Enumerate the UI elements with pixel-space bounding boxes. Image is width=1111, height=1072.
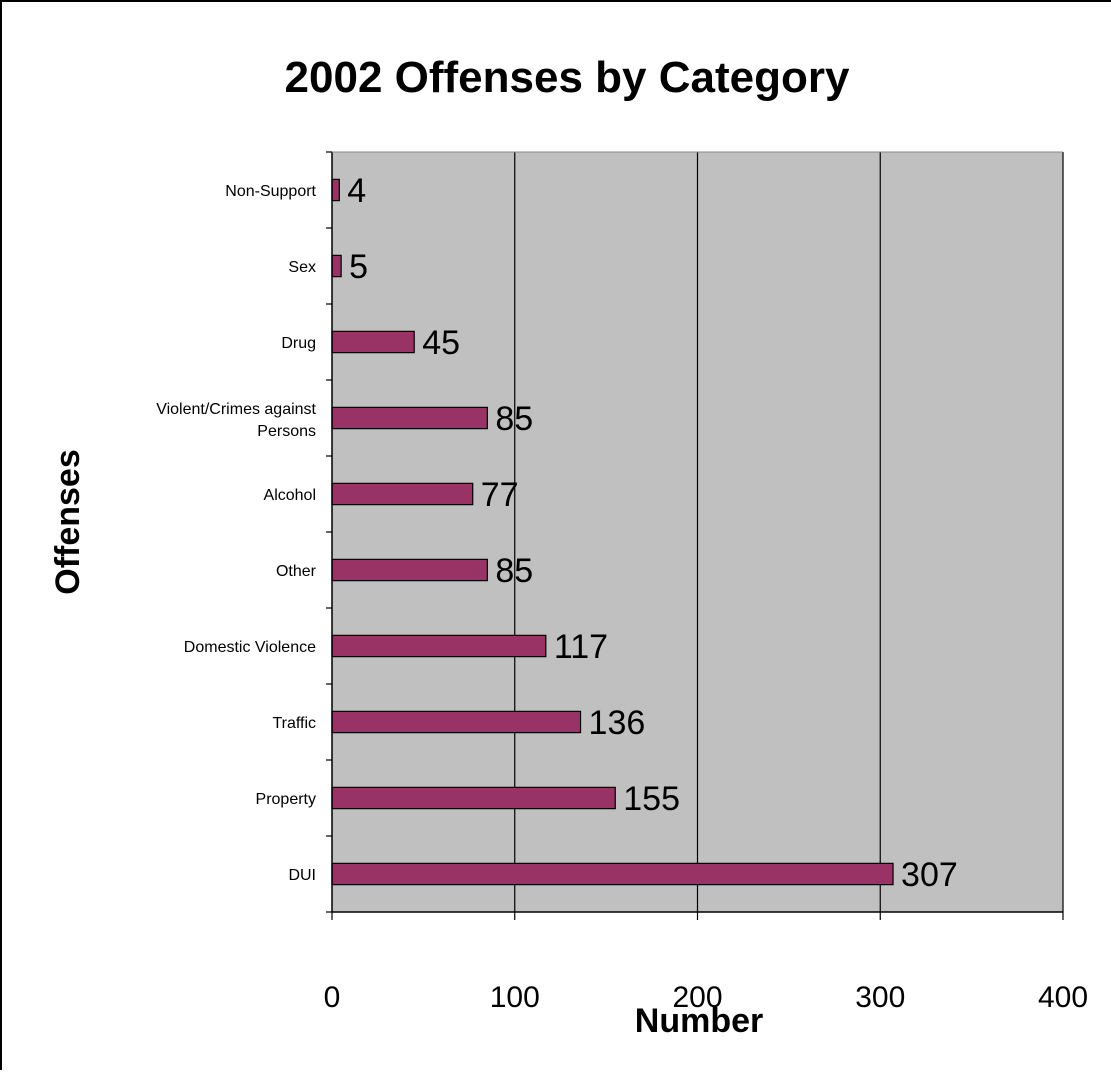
- x-tick-labels: 0 100 200 300 400: [324, 981, 1088, 1014]
- data-label: 85: [495, 400, 533, 438]
- x-tick-label: 200: [672, 981, 722, 1014]
- data-label: 136: [589, 704, 646, 742]
- data-label: 117: [554, 628, 608, 666]
- data-label: 155: [623, 780, 680, 818]
- bar-domestic-violence: [331, 634, 547, 658]
- axes: [326, 151, 1064, 920]
- bar-dui: [331, 862, 894, 886]
- bar-alcohol: [331, 482, 474, 506]
- bar-other: [331, 558, 488, 582]
- category-label: DUI: [288, 867, 316, 884]
- x-axis-title: Number: [635, 1002, 763, 1040]
- x-tick-label: 0: [324, 981, 341, 1014]
- bar-traffic: [331, 710, 582, 734]
- bars: [331, 178, 894, 886]
- data-label: 307: [901, 856, 958, 894]
- bar-sex: [331, 254, 342, 278]
- x-tick-label: 100: [490, 981, 540, 1014]
- bar-violent-crimes-against-persons: [331, 406, 488, 430]
- category-label: Sex: [288, 259, 316, 276]
- bar-drug: [331, 330, 415, 354]
- category-label: Drug: [281, 335, 316, 352]
- data-label: 45: [422, 324, 460, 362]
- category-label: Violent/Crimes against Persons: [156, 401, 316, 440]
- data-label: 4: [347, 172, 366, 210]
- category-label: Property: [256, 791, 316, 808]
- gridlines: [514, 152, 1064, 912]
- category-label: Non-Support: [225, 183, 316, 200]
- x-tick-label: 300: [855, 981, 905, 1014]
- category-label: Domestic Violence: [184, 639, 316, 656]
- bar-property: [331, 786, 616, 810]
- data-label: 5: [349, 248, 368, 286]
- data-label: 85: [495, 552, 533, 590]
- category-label: Other: [276, 563, 317, 580]
- chart-title: 2002 Offenses by Category: [285, 53, 850, 102]
- y-axis-title: Offenses: [49, 449, 87, 595]
- data-label: 77: [481, 476, 519, 514]
- category-labels: Non-Support Sex Drug Violent/Crimes against…: [156, 183, 316, 884]
- category-label: Alcohol: [264, 487, 316, 504]
- x-tick-label: 400: [1038, 981, 1088, 1014]
- category-label: Traffic: [272, 715, 316, 732]
- bar-non-support: [331, 178, 340, 202]
